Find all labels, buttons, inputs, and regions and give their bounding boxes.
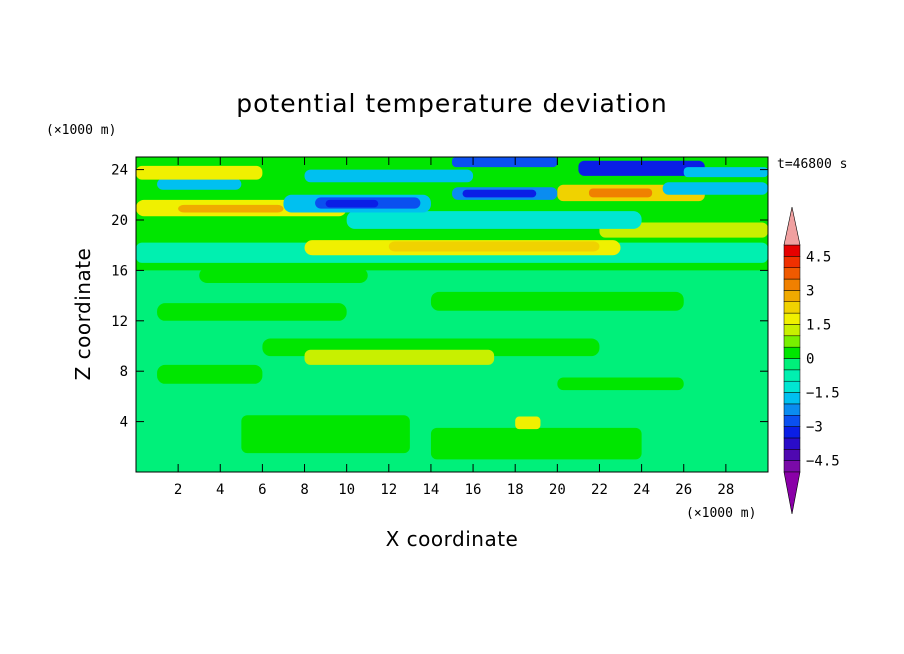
field-patch	[430, 427, 642, 460]
temperature-field	[136, 157, 768, 472]
field-patch	[599, 222, 768, 238]
colorbar-swatch	[783, 301, 801, 314]
colorbar-tick-label: −3	[806, 420, 823, 436]
y-axis: 4 8 12 16 20 24	[111, 163, 768, 431]
colorbar-swatch	[783, 278, 801, 291]
x-tick-label: 4	[216, 482, 224, 498]
colorbar-swatch	[783, 312, 801, 325]
field-patch	[157, 364, 263, 384]
field-patch	[346, 211, 642, 229]
colorbar-swatch	[783, 415, 801, 427]
colorbar-tick-label: −1.5	[806, 386, 840, 402]
time-label: t=46800 s	[777, 157, 847, 172]
x-tick-label: 24	[633, 482, 650, 498]
field-patch	[157, 178, 242, 190]
field-patch	[430, 291, 684, 311]
colorbar-swatch	[783, 290, 801, 302]
field-patch	[304, 169, 474, 183]
colorbar-swatch	[783, 437, 801, 450]
x-tick-label: 8	[300, 482, 308, 498]
x-tick-label: 18	[507, 482, 524, 498]
x-unit-label: (×1000 m)	[686, 506, 756, 521]
field-patch	[515, 416, 541, 430]
x-tick-label: 16	[465, 482, 482, 498]
colorbar-swatch	[783, 460, 801, 473]
x-tick-label: 26	[675, 482, 692, 498]
colorbar-swatch	[783, 346, 801, 359]
field-patch	[557, 377, 684, 391]
y-tick-label: 16	[111, 263, 128, 279]
field-patch	[388, 241, 600, 252]
colorbar-swatch	[783, 358, 801, 371]
y-tick-label: 4	[120, 415, 128, 431]
colorbar-extend-high	[783, 206, 801, 246]
x-tick-label: 10	[338, 482, 355, 498]
x-tick-label: 28	[717, 482, 734, 498]
x-tick-label: 6	[258, 482, 266, 498]
colorbar-tick-label: 1.5	[806, 317, 831, 333]
x-tick-label: 12	[380, 482, 397, 498]
colorbar-swatch	[783, 335, 801, 348]
field-patch	[178, 204, 284, 213]
x-tick-label: 14	[423, 482, 440, 498]
field-patch	[462, 189, 537, 198]
colorbar-swatch	[783, 403, 801, 416]
colorbar-swatch	[783, 256, 801, 268]
colorbar-swatch	[783, 449, 801, 461]
y-tick-label: 24	[111, 163, 128, 179]
colorbar-swatch	[783, 392, 801, 405]
field-patch	[157, 303, 347, 321]
colorbar-swatch	[783, 369, 801, 382]
field-patch	[325, 199, 379, 208]
field-patch	[588, 188, 653, 198]
plot-frame	[135, 156, 769, 473]
y-tick-label: 8	[120, 364, 128, 380]
y-tick-label: 20	[111, 213, 128, 229]
field-patch	[199, 267, 368, 283]
x-axis-label: X coordinate	[386, 527, 519, 551]
x-tick-label: 22	[591, 482, 608, 498]
colorbar-swatch	[783, 380, 801, 393]
field-patch	[578, 160, 705, 176]
field-patch	[136, 165, 263, 180]
x-tick-label: 2	[174, 482, 182, 498]
colorbar: 4.5 3 1.5 0 −1.5 −3 −4.5	[783, 206, 840, 515]
field-patch	[304, 349, 495, 365]
y-tick-label: 12	[111, 314, 128, 330]
colorbar-extend-low	[783, 471, 801, 515]
chart-title: potential temperature deviation	[236, 89, 667, 118]
field-patch	[683, 167, 768, 178]
colorbar-swatch	[783, 324, 801, 337]
colorbar-tick-label: 0	[806, 352, 814, 368]
y-unit-label: (×1000 m)	[46, 123, 116, 138]
colorbar-tick-label: 4.5	[806, 249, 831, 265]
x-tick-label: 20	[549, 482, 566, 498]
colorbar-swatch	[783, 244, 801, 257]
colorbar-swatch	[783, 267, 801, 280]
field-patch	[662, 182, 768, 195]
colorbar-swatch	[783, 426, 801, 439]
x-axis: 2 4 6 8 10 12 14 16 18 20 22 24 26 28	[174, 157, 734, 498]
colorbar-tick-label: −4.5	[806, 454, 840, 470]
colorbar-tick-label: 3	[806, 283, 814, 299]
field-patch	[452, 157, 558, 168]
y-axis-label: Z coordinate	[71, 248, 95, 381]
field-patch	[241, 415, 410, 454]
